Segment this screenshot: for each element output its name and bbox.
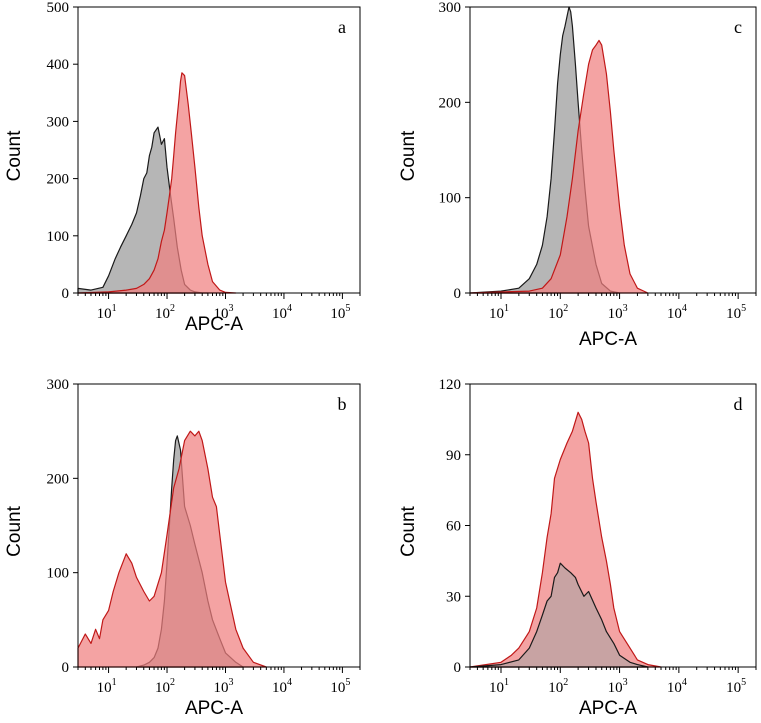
panel-c-letter: c [734, 17, 742, 37]
panel-d-x-tick-label: 102 [548, 677, 568, 696]
panel-d-x-tick-label: 105 [726, 677, 746, 696]
panel-a-y-tick-label: 300 [47, 114, 70, 130]
panel-a-y-axis-label: Count [4, 130, 25, 181]
panel-a-y-tick-label: 200 [47, 172, 70, 188]
panel-a-x-axis-label: APC-A [185, 314, 243, 335]
panel-c-y-tick-label: 0 [454, 286, 462, 302]
panel-c-y-tick-label: 300 [439, 0, 462, 16]
panel-d: 0 30 60 90 120 101 102 103 104 105 Count APC-A d [398, 377, 757, 719]
panel-a-plot-frame [77, 6, 361, 294]
panel-b-x-tick-label: 103 [213, 677, 233, 696]
panel-c-plot-frame [469, 6, 757, 294]
panel-a-x-tick-label: 104 [272, 303, 292, 322]
panel-a-series-treated [77, 72, 237, 294]
panel-a-x-tick-label: 101 [97, 303, 117, 322]
panel-c-x-tick-label: 102 [548, 303, 568, 322]
panel-d-y-tick-label: 0 [454, 660, 462, 676]
panel-a-y-tick-label: 400 [47, 57, 70, 73]
panel-b-y-tick-label: 200 [47, 471, 70, 487]
panel-d-x-tick-label: 104 [667, 677, 687, 696]
panel-d-series-control [469, 562, 649, 668]
panel-a-y-tick-label: 0 [62, 286, 70, 302]
panel-d-y-tick-label: 120 [439, 377, 462, 393]
panel-c: 0 100 200 300 101 102 103 104 105 Count APC-A c [398, 0, 757, 350]
panel-b: 0 100 200 300 101 102 103 104 105 Count APC-A b [4, 377, 361, 719]
panel-c-y-axis-label: Count [398, 130, 419, 181]
panel-c-x-tick-label: 105 [726, 303, 746, 322]
panel-c-x-axis-label: APC-A [579, 329, 637, 350]
panel-b-plot-frame [77, 383, 361, 668]
panel-d-y-axis-label: Count [398, 505, 419, 556]
panel-d-y-tick-label: 90 [446, 448, 461, 464]
panel-b-x-tick-label: 105 [330, 677, 350, 696]
panel-d-x-tick-label: 101 [489, 677, 509, 696]
panel-a-x-tick-label: 102 [155, 303, 175, 322]
panel-c-series-treated [469, 39, 649, 294]
panel-c-x-tick-label: 104 [667, 303, 687, 322]
panel-d-series-treated [469, 411, 662, 668]
panel-a-letter: a [338, 17, 346, 37]
panel-d-letter: d [734, 394, 743, 414]
panel-b-x-axis-label: APC-A [185, 698, 243, 719]
panel-a-x-tick-label: 105 [330, 303, 350, 322]
panel-b-x-tick-label: 104 [272, 677, 292, 696]
panel-c-x-tick-label: 103 [608, 303, 628, 322]
panel-a-y-tick-label: 500 [47, 0, 70, 16]
panel-d-y-tick-label: 30 [446, 589, 461, 605]
panel-b-y-axis-label: Count [4, 505, 25, 556]
panel-b-y-tick-label: 0 [62, 660, 70, 676]
panel-a-y-tick-label: 100 [47, 229, 70, 245]
panel-b-series-treated [77, 430, 267, 668]
panel-b-y-tick-label: 300 [47, 377, 70, 393]
panel-b-letter: b [338, 394, 347, 414]
panel-d-y-tick-label: 60 [446, 519, 461, 535]
panel-c-y-tick-label: 100 [439, 191, 462, 207]
panel-b-x-tick-label: 102 [155, 677, 175, 696]
panel-b-x-tick-label: 101 [97, 677, 117, 696]
panel-d-x-axis-label: APC-A [579, 698, 637, 719]
panel-a-x-tick-label: 103 [213, 303, 233, 322]
panel-c-x-tick-label: 101 [489, 303, 509, 322]
panel-b-y-tick-label: 100 [47, 566, 70, 582]
panel-a: 0 100 200 300 400 500 101 102 103 104 105 Count APC-… [4, 0, 361, 335]
panel-d-x-tick-label: 103 [608, 677, 628, 696]
panel-c-y-tick-label: 200 [439, 95, 462, 111]
